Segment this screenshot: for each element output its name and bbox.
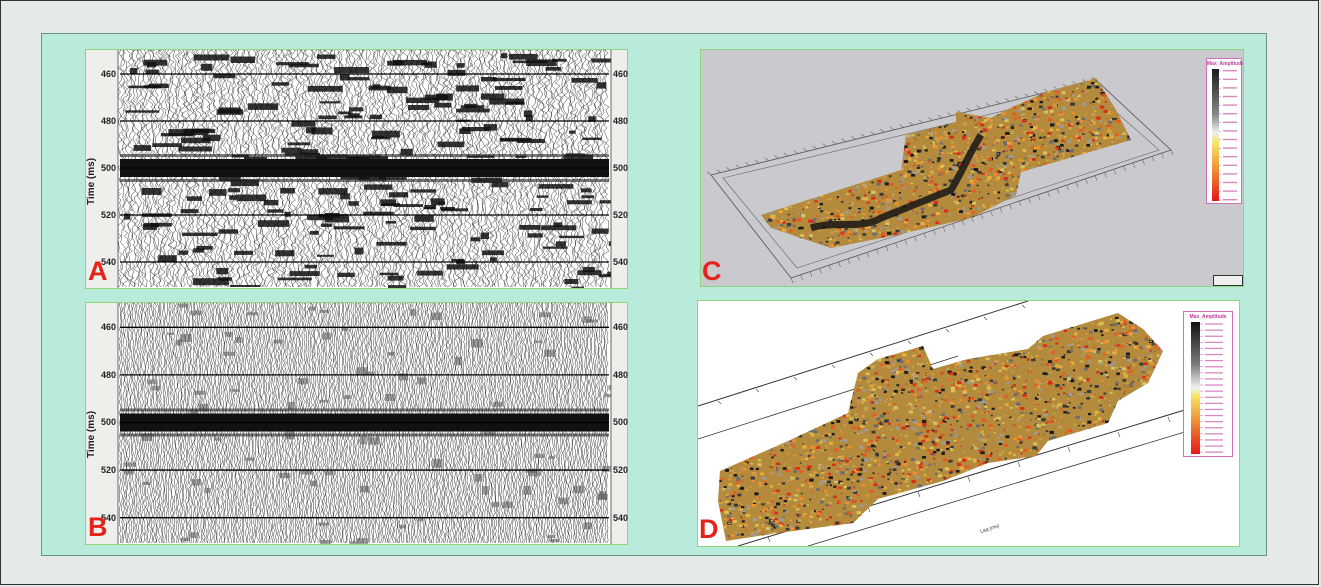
panel-b-traces	[86, 303, 627, 544]
time-tick-right: 540	[613, 257, 629, 267]
time-tick-left: 520	[101, 210, 117, 220]
time-tick-right: 520	[613, 465, 629, 476]
time-tick-right: 500	[613, 417, 629, 428]
time-tick-right: 480	[613, 369, 629, 380]
amplitude-texture	[718, 313, 1163, 541]
time-tick-left: 480	[101, 116, 117, 126]
time-tick-left: 500	[101, 163, 117, 173]
panel-c-map-graphic	[706, 76, 1174, 284]
time-tick-right: 480	[613, 116, 629, 126]
time-tick-left: 460	[101, 69, 117, 79]
panel-a-y-axis-label: Time (ms)	[86, 157, 97, 205]
panel-d-amplitude-map: Max_Amplitude Lag (ms)	[697, 300, 1240, 547]
panel-d-letter: D	[699, 514, 719, 544]
panel-b-letter: B	[88, 512, 108, 542]
panel-c-color-scale	[1212, 69, 1237, 201]
panel-c-legend-title: Max_Amplitude	[1207, 61, 1244, 67]
amplitude-blobs	[124, 53, 627, 288]
panel-c-amplitude-map: Max_Amplitude	[700, 49, 1244, 287]
panel-c-letter: C	[702, 256, 722, 286]
time-tick-right: 460	[613, 322, 629, 333]
panel-b-y-axis-label: Time (ms)	[86, 410, 97, 458]
panel-c-legend: Max_Amplitude	[1206, 58, 1244, 204]
time-tick-left: 540	[101, 257, 117, 267]
panel-a-letter: A	[88, 256, 108, 286]
panel-b-seismic-section	[85, 302, 628, 545]
time-tick-right: 460	[613, 69, 629, 79]
time-tick-right: 500	[613, 163, 629, 173]
time-tick-left: 500	[101, 417, 117, 428]
time-tick-right: 520	[613, 210, 629, 220]
panel-c-scale-bar	[1213, 275, 1243, 286]
time-tick-right: 540	[613, 512, 629, 523]
panel-d-legend: Max_Amplitude	[1183, 311, 1233, 457]
time-tick-left: 480	[101, 369, 117, 380]
time-tick-left: 520	[101, 465, 117, 476]
panel-d-color-scale	[1191, 322, 1223, 454]
panel-a-traces	[86, 50, 627, 288]
panel-a-seismic-section	[85, 49, 628, 289]
panel-d-legend-title: Max_Amplitude	[1189, 314, 1227, 320]
time-tick-left: 540	[101, 512, 117, 523]
time-tick-left: 460	[101, 322, 117, 333]
panel-d-map-graphic	[698, 301, 1189, 546]
